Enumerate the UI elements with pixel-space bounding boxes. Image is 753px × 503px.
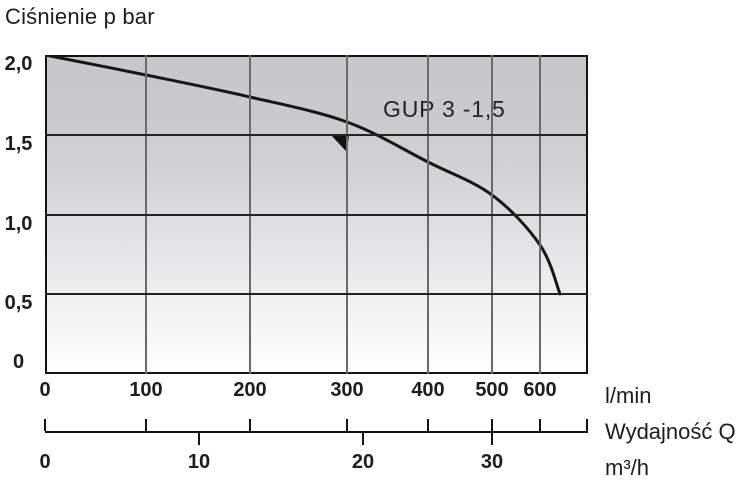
m3h-axis-upper-tick (249, 419, 251, 431)
m3h-axis-upper-tick (145, 419, 147, 431)
plot-area: GUP 3 -1,5 (45, 55, 588, 374)
x-tick-label-m3h: 20 (351, 451, 375, 473)
flow-axis-title: Wydajność Q (605, 419, 736, 444)
m3h-axis-upper-tick (586, 419, 588, 431)
m3h-axis-line (45, 431, 588, 433)
x-tick-label-m3h: 30 (480, 451, 504, 473)
y-tick-label: 0 (12, 351, 25, 373)
m3h-axis-lower-tick (362, 433, 364, 445)
m3h-axis-lower-tick (491, 433, 493, 445)
x-tick-label-lmin: 300 (330, 379, 364, 401)
curve-label: GUP 3 -1,5 (383, 96, 506, 122)
x-tick-label-m3h: 10 (187, 451, 211, 473)
x-tick-label-lmin: 100 (129, 379, 163, 401)
m3h-axis-lower-tick (198, 433, 200, 445)
y-grid-line (45, 293, 588, 295)
m3h-axis-upper-tick (427, 419, 429, 431)
m3h-axis-upper-tick (346, 419, 348, 431)
y-tick-label: 1,0 (4, 213, 33, 235)
m3h-axis-upper-tick (539, 419, 541, 431)
pump-curve (45, 55, 562, 296)
x-tick-label-lmin: 200 (233, 379, 267, 401)
x-tick-label-m3h: 0 (39, 451, 51, 473)
y-axis-title: Ciśnienie p bar (5, 4, 155, 29)
m3h-axis-upper-tick (44, 419, 46, 431)
unit-lmin-label: l/min (605, 383, 652, 408)
m3h-axis-upper-tick (491, 419, 493, 431)
unit-m3h-label: m³/h (605, 455, 649, 480)
y-tick-label: 1,5 (4, 133, 33, 155)
y-grid-line (45, 214, 588, 216)
y-tick-label: 0,5 (4, 292, 33, 314)
x-tick-label-lmin: 400 (411, 379, 445, 401)
y-tick-label: 2,0 (4, 53, 33, 75)
x-tick-label-lmin: 600 (523, 379, 557, 401)
y-grid-line (45, 134, 588, 136)
x-tick-label-lmin: 0 (39, 379, 51, 401)
x-tick-label-lmin: 500 (475, 379, 509, 401)
